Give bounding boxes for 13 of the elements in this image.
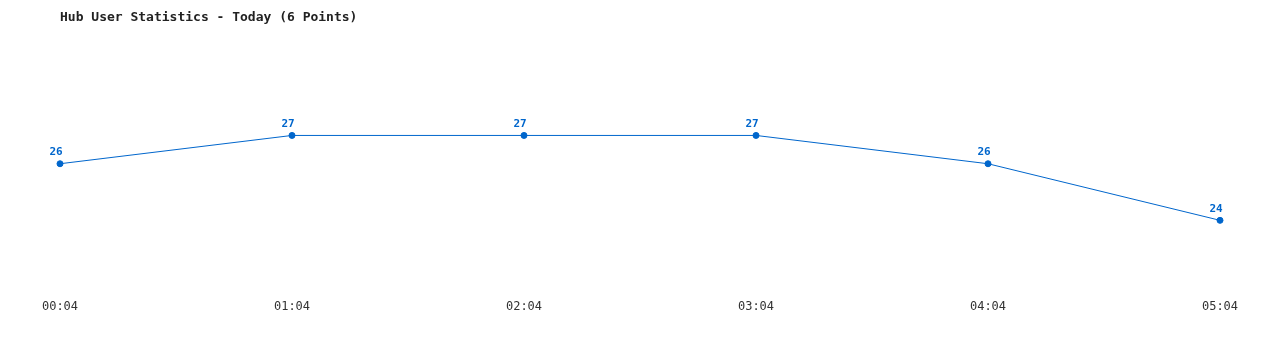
x-tick-label: 02:04 [505,298,543,313]
x-tick-label: 00:04 [41,298,79,313]
x-tick-label: 04:04 [969,298,1007,313]
x-tick-label: 05:04 [1201,298,1239,313]
chart-title: Hub User Statistics - Today (6 Points) [60,9,358,25]
data-label: 26 [49,145,63,159]
x-tick-label: 03:04 [737,298,775,313]
data-label: 27 [513,116,527,130]
data-label: 26 [977,145,991,159]
data-label: 24 [1209,201,1223,215]
data-label: 27 [745,116,759,130]
data-label: 27 [281,116,295,130]
x-tick-label: 01:04 [273,298,311,313]
